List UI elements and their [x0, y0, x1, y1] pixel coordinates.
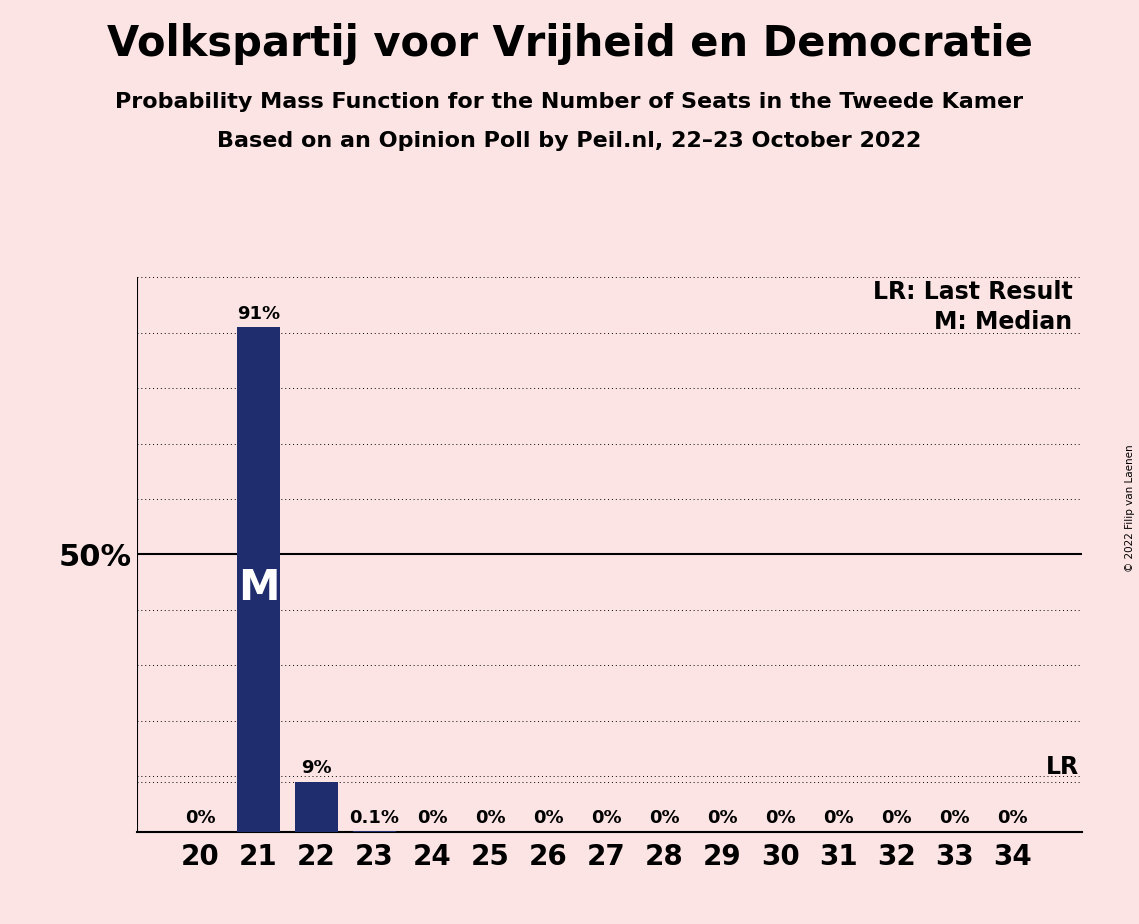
Text: M: Median: M: Median	[934, 310, 1073, 334]
Text: 0%: 0%	[940, 809, 969, 827]
Bar	[237, 327, 280, 832]
Text: 0%: 0%	[707, 809, 738, 827]
Text: 0%: 0%	[765, 809, 796, 827]
Text: Based on an Opinion Poll by Peil.nl, 22–23 October 2022: Based on an Opinion Poll by Peil.nl, 22–…	[218, 131, 921, 152]
Text: 0%: 0%	[417, 809, 448, 827]
Text: M: M	[238, 566, 279, 609]
Text: 0%: 0%	[533, 809, 564, 827]
Text: 91%: 91%	[237, 305, 280, 322]
Text: Volkspartij voor Vrijheid en Democratie: Volkspartij voor Vrijheid en Democratie	[107, 23, 1032, 65]
Text: 0%: 0%	[997, 809, 1027, 827]
Text: 0%: 0%	[475, 809, 506, 827]
Text: 0%: 0%	[882, 809, 911, 827]
Text: Probability Mass Function for the Number of Seats in the Tweede Kamer: Probability Mass Function for the Number…	[115, 92, 1024, 113]
Text: 9%: 9%	[301, 760, 331, 777]
Text: © 2022 Filip van Laenen: © 2022 Filip van Laenen	[1125, 444, 1134, 572]
Text: 0%: 0%	[186, 809, 215, 827]
Text: LR: LR	[1046, 755, 1079, 779]
Text: 0%: 0%	[823, 809, 854, 827]
Text: 0%: 0%	[591, 809, 622, 827]
Text: LR: Last Result: LR: Last Result	[872, 280, 1073, 304]
Text: 0.1%: 0.1%	[350, 809, 400, 827]
Text: 0%: 0%	[649, 809, 680, 827]
Bar	[295, 782, 338, 832]
